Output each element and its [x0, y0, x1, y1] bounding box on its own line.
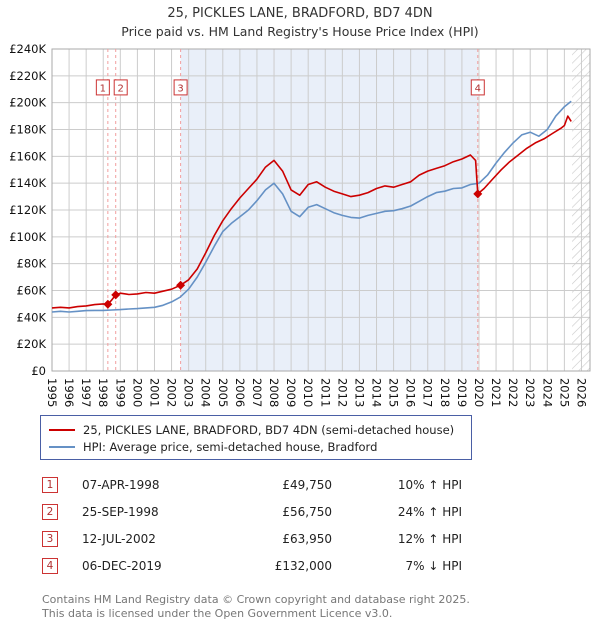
transaction-number-badge: 1	[42, 476, 58, 493]
sale-point-marker	[111, 290, 121, 300]
x-axis-tick-label: 2018	[438, 378, 452, 407]
transaction-number-badge: 3	[42, 530, 58, 547]
y-axis-tick-label: £120K	[9, 203, 46, 217]
x-axis-tick-label: 2009	[284, 378, 298, 407]
page-title: 25, PICKLES LANE, BRADFORD, BD7 4DN	[167, 6, 433, 21]
x-axis-tick-label: 2026	[574, 378, 588, 407]
transaction-number-badge: 2	[42, 503, 58, 520]
x-axis-tick-label: 2022	[506, 378, 520, 407]
x-axis-tick-label: 1998	[96, 378, 110, 407]
transactions-table: 1 07-APR-1998 £49,750 10% ↑ HPI 2 25-SEP…	[42, 471, 600, 579]
chart-legend: 25, PICKLES LANE, BRADFORD, BD7 4DN (sem…	[40, 415, 472, 460]
legend-label-hpi: HPI: Average price, semi-detached house,…	[83, 439, 378, 454]
x-axis-tick-label: 2024	[540, 378, 554, 407]
sale-number-box	[95, 79, 110, 96]
transaction-hpi-delta: 7% ↓ HPI	[405, 558, 462, 573]
y-axis-tick-label: £20K	[17, 337, 47, 351]
transaction-hpi-delta: 12% ↑ HPI	[397, 531, 462, 546]
sale-point-marker	[176, 280, 186, 290]
x-axis-tick-label: 2007	[250, 378, 264, 407]
x-axis-tick-label: 2023	[523, 378, 537, 407]
transaction-row: 2 25-SEP-1998 £56,750 24% ↑ HPI	[42, 498, 600, 525]
y-axis-tick-label: £80K	[17, 257, 47, 271]
transaction-row: 4 06-DEC-2019 £132,000 7% ↓ HPI	[42, 552, 600, 579]
y-axis-tick-label: £180K	[9, 123, 46, 137]
y-axis-tick-label: £40K	[17, 310, 47, 324]
transaction-row: 3 12-JUL-2002 £63,950 12% ↑ HPI	[42, 525, 600, 552]
transaction-hpi-delta: 10% ↑ HPI	[397, 477, 462, 492]
x-axis-tick-label: 2019	[455, 378, 469, 407]
x-axis-tick-label: 2001	[147, 378, 161, 407]
x-axis-tick-label: 2010	[301, 378, 315, 407]
y-axis-tick-label: £240K	[9, 42, 46, 56]
chart-header: 25, PICKLES LANE, BRADFORD, BD7 4DN Pric…	[0, 0, 600, 39]
price-history-chart: £0 £20K £40K £60K £80K £100K £120K £140K £160K £1…	[9, 42, 591, 407]
transaction-date: 07-APR-1998	[82, 477, 160, 492]
x-axis-tick-label: 1995	[45, 378, 59, 407]
transaction-date: 06-DEC-2019	[82, 558, 162, 573]
transaction-number-badge: 4	[42, 557, 58, 574]
y-axis-tick-label: £200K	[9, 96, 46, 110]
x-axis-tick-label: 2025	[557, 378, 571, 407]
sale-number-label: 2	[118, 83, 124, 94]
legend-label-price-paid: 25, PICKLES LANE, BRADFORD, BD7 4DN (sem…	[83, 422, 455, 437]
transaction-date: 12-JUL-2002	[82, 531, 156, 546]
y-axis-tick-label: £140K	[9, 176, 46, 190]
footer-line-1: Contains HM Land Registry data © Crown c…	[42, 593, 470, 606]
transaction-row: 1 07-APR-1998 £49,750 10% ↑ HPI	[42, 471, 600, 498]
x-axis-tick-label: 2008	[267, 378, 281, 407]
plot-frame	[51, 48, 591, 372]
x-axis-tick-label: 2021	[489, 378, 503, 407]
x-axis-tick-label: 2016	[404, 378, 418, 407]
price-paid-line-swatch	[49, 428, 75, 431]
license-footer: Contains HM Land Registry data © Crown c…	[42, 593, 600, 620]
x-axis-tick-label: 2014	[370, 378, 384, 407]
legend-row-price-paid: 25, PICKLES LANE, BRADFORD, BD7 4DN (sem…	[49, 421, 463, 438]
x-axis-tick-label: 2020	[472, 378, 486, 407]
sale-number-box	[470, 79, 485, 96]
sale-number-label: 4	[475, 83, 481, 94]
y-axis-tick-label: £60K	[17, 284, 47, 298]
x-axis-tick-label: 2000	[130, 378, 144, 407]
sale-number-label: 1	[100, 83, 106, 94]
hpi-line-swatch	[49, 445, 75, 448]
sale-point-marker	[473, 189, 483, 199]
x-axis-tick-label: 2002	[165, 378, 179, 407]
hpi-line	[51, 100, 572, 313]
sale-number-box	[173, 79, 188, 96]
sale-number-box	[113, 79, 128, 96]
page-subtitle: Price paid vs. HM Land Registry's House …	[121, 24, 479, 39]
transaction-price: £132,000	[274, 558, 332, 573]
x-axis-tick-label: 2013	[352, 378, 366, 407]
x-axis-tick-label: 2003	[182, 378, 196, 407]
x-axis-tick-label: 1997	[79, 378, 93, 407]
legend-row-hpi: HPI: Average price, semi-detached house,…	[49, 438, 463, 455]
transaction-price: £49,750	[282, 477, 332, 492]
x-axis-tick-label: 2006	[233, 378, 247, 407]
price-paid-line	[51, 115, 572, 309]
transaction-price: £63,950	[282, 531, 332, 546]
transaction-price: £56,750	[282, 504, 332, 519]
x-axis-tick-label: 2017	[421, 378, 435, 407]
y-axis-tick-label: £160K	[9, 149, 46, 163]
transaction-hpi-delta: 24% ↑ HPI	[397, 504, 462, 519]
y-axis-tick-label: £0	[31, 364, 46, 378]
x-axis-tick-label: 2005	[216, 378, 230, 407]
sale-number-label: 3	[177, 83, 183, 94]
x-axis-tick-label: 1999	[113, 378, 127, 407]
sale-point-marker	[103, 299, 113, 309]
footer-line-2: This data is licensed under the Open Gov…	[42, 607, 393, 620]
x-axis-tick-label: 2012	[335, 378, 349, 407]
x-axis-tick-label: 2004	[199, 378, 213, 407]
transaction-date: 25-SEP-1998	[82, 504, 159, 519]
y-axis-tick-label: £220K	[9, 69, 46, 83]
x-axis-tick-label: 2011	[318, 378, 332, 407]
x-axis-tick-label: 1996	[62, 378, 76, 407]
x-axis-tick-label: 2015	[387, 378, 401, 407]
y-axis-tick-label: £100K	[9, 230, 46, 244]
